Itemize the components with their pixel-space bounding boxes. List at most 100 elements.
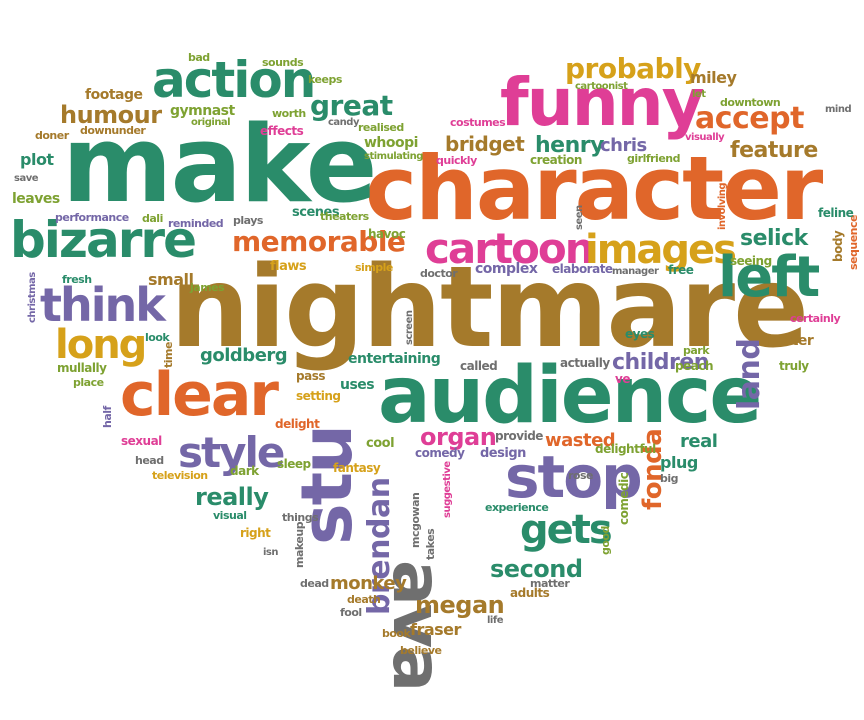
word-involving: involving [717,182,728,230]
word-land: land [732,338,767,410]
word-feline: feline [818,206,854,220]
word-james: james [190,281,225,294]
word-organ: organ [420,423,497,451]
word-selick: selick [740,226,808,251]
word-footage: footage [85,87,143,103]
word-good: good [599,526,612,555]
word-complex: complex [475,261,538,277]
word-matter: matter [530,577,570,590]
word-action: action [152,51,316,109]
word-makeup: makeup [293,521,306,568]
word-dali: dali [142,212,163,225]
word-bad: bad [188,51,210,64]
word-look: look [145,331,170,344]
word-quickly: quickly [436,154,477,167]
word-think: think [40,278,166,332]
word-long: long [55,322,147,368]
word-sexual: sexual [121,434,162,448]
word-doner: doner [35,129,69,142]
word-head: head [135,454,164,467]
word-theaters: theaters [320,210,369,223]
word-setting: setting [296,389,341,403]
word-called: called [460,359,498,373]
word-experience: experience [485,501,549,514]
word-save: save [14,173,39,184]
word-place: place [73,376,104,389]
word-realised: realised [358,121,404,134]
word-girlfriend: girlfriend [627,152,681,165]
word-elaborate: elaborate [552,262,613,276]
word-eyes: eyes [625,327,655,341]
word-candy: candy [328,117,359,128]
word-havoc: havoc [368,227,406,241]
word-style: style [178,428,285,477]
word-gets: gets [520,507,613,553]
word-delightful: delightful [595,442,656,456]
word-rose: rose [568,469,594,482]
word-reminded: reminded [168,217,224,230]
word-mind: mind [825,104,852,115]
word-henry: henry [535,133,604,158]
word-isn: isn [263,547,279,558]
word-audience: audience [378,351,762,441]
word-fantasy: fantasy [333,461,381,475]
word-great: great [310,89,393,122]
word-believe: believe [400,644,442,657]
word-certainly: certainly [790,312,841,325]
word-left: left [718,245,820,310]
word-right: right [240,526,271,540]
word-performance: performance [55,211,129,224]
word-visual: visual [213,509,247,522]
word-book: book [382,627,411,640]
word-leaves: leaves [12,191,60,207]
word-dead: dead [300,577,329,590]
word-fresh: fresh [62,273,92,286]
word-real: real [680,431,718,452]
word-free: free [668,263,694,277]
word-christmas: christmas [27,272,38,323]
word-monkey: monkey [330,573,407,594]
word-cool: cool [366,436,395,451]
word-fraser: fraser [410,620,461,639]
word-costumes: costumes [450,116,506,129]
word-worth: worth [272,107,306,120]
word-screen: screen [404,310,415,346]
word-manager: manager [612,266,659,277]
word-creation: creation [530,153,582,167]
word-second: second [490,555,583,583]
word-cartoon: cartoon [425,224,595,273]
word-entertaining: entertaining [348,351,441,367]
word-cartoonist: cartoonist [575,81,628,92]
word-really: really [195,483,269,511]
word-sleep: sleep [277,457,311,471]
word-chris: chris [600,135,647,156]
word-pass: pass [296,369,325,383]
word-mcgowan: mcgowan [409,492,422,548]
word-humour: humour [60,101,162,129]
word-megan: megan [415,591,505,619]
word-gymnast: gymnast [170,103,235,119]
word-goldberg: goldberg [200,345,288,366]
word-better: better [767,333,814,349]
word-bizarre: bizarre [10,211,197,269]
word-adults: adults [510,586,550,600]
word-downunder: downunder [80,124,146,137]
word-actually: actually [560,356,610,370]
word-body: body [831,230,845,262]
word-doctor: doctor [420,267,458,280]
word-bridget: bridget [445,132,525,156]
word-ve: ve [615,372,630,386]
word-miley: miley [690,68,737,87]
word-make: make [62,103,378,226]
word-life: life [487,615,504,626]
word-keeps: keeps [308,73,342,86]
word-plug: plug [660,453,698,472]
word-visually: visually [685,132,725,143]
word-delight: delight [275,417,320,431]
word-simple: simple [355,261,393,274]
word-character: character [365,137,823,240]
word-scenes: scenes [292,205,340,220]
word-uses: uses [340,377,375,393]
word-design: design [480,446,526,461]
word-funny: funny [500,64,705,141]
